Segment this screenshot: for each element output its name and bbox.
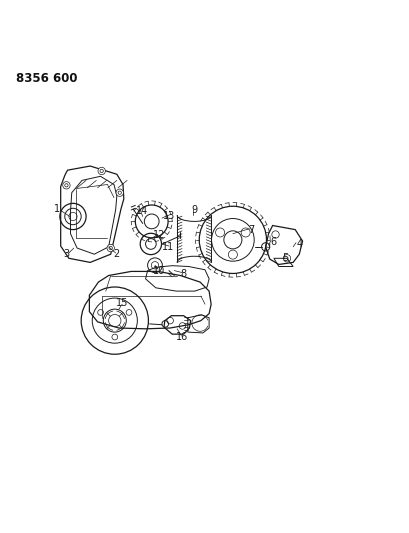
Text: 5: 5 [281, 253, 288, 263]
Text: 2: 2 [113, 249, 120, 259]
Text: 16: 16 [176, 332, 188, 342]
Text: 14: 14 [136, 206, 148, 216]
Text: 12: 12 [153, 230, 165, 240]
Circle shape [116, 189, 123, 196]
Text: 11: 11 [162, 242, 174, 252]
Text: 15: 15 [116, 298, 128, 309]
Text: 8356 600: 8356 600 [16, 72, 78, 85]
Text: 9: 9 [191, 205, 197, 215]
Text: 6: 6 [270, 237, 276, 247]
Text: 3: 3 [63, 249, 69, 259]
Circle shape [63, 182, 70, 189]
Circle shape [98, 167, 105, 175]
Circle shape [107, 244, 114, 252]
Text: 10: 10 [153, 265, 165, 276]
Text: 7: 7 [247, 224, 254, 235]
Text: 1: 1 [54, 204, 59, 214]
Text: 4: 4 [296, 239, 301, 249]
Text: 13: 13 [162, 212, 175, 222]
Text: 8: 8 [180, 269, 186, 279]
